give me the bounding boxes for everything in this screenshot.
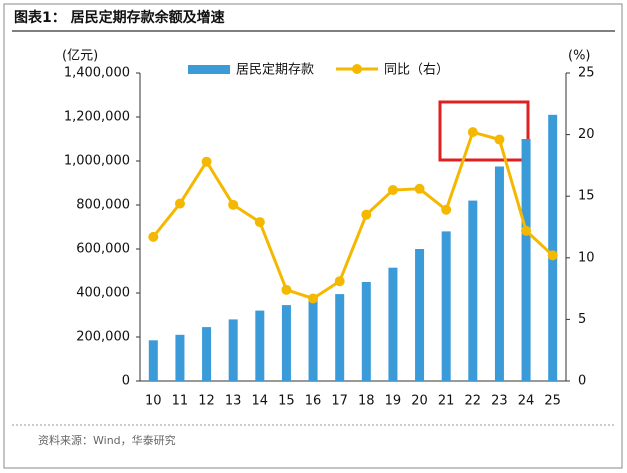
y2-axis-label: (%) [568, 49, 591, 64]
y-axis-label: (亿元) [62, 49, 98, 64]
line-marker [281, 284, 292, 295]
bar [255, 310, 265, 381]
x-tick-label: 13 [225, 394, 242, 409]
x-tick-label: 23 [491, 394, 508, 409]
x-tick-label: 24 [518, 394, 535, 409]
source: 资料来源：Wind，华泰研究 [38, 433, 176, 447]
x-tick-label: 22 [465, 394, 482, 409]
line-marker [334, 276, 345, 287]
line-marker [521, 225, 532, 236]
x-tick-label: 14 [252, 394, 269, 409]
bar [228, 319, 238, 381]
line-marker [387, 185, 398, 196]
line-marker [467, 127, 478, 138]
bar [202, 327, 212, 381]
x-tick-label: 11 [172, 394, 189, 409]
y-tick-label: 800,000 [76, 198, 130, 213]
y2-tick-label: 15 [578, 189, 595, 204]
y-tick-label: 200,000 [76, 330, 130, 345]
x-tick-label: 12 [198, 394, 215, 409]
legend-swatch [352, 64, 362, 74]
bar [468, 200, 478, 381]
bar [361, 282, 371, 381]
bar [148, 340, 158, 381]
line-marker [441, 204, 452, 215]
line-marker [494, 134, 505, 145]
bar [441, 231, 451, 381]
bar [494, 166, 504, 381]
y-tick-label: 600,000 [76, 242, 130, 257]
x-tick-label: 15 [278, 394, 295, 409]
y-tick-label: 1,000,000 [64, 154, 130, 169]
x-tick-label: 16 [305, 394, 322, 409]
y-tick-label: 1,400,000 [64, 66, 130, 81]
frame [3, 3, 623, 469]
line-marker [547, 250, 558, 261]
line-marker [148, 231, 159, 242]
line-marker [201, 156, 212, 167]
legend-label: 居民定期存款 [236, 63, 314, 78]
y2-tick-label: 5 [578, 312, 586, 327]
line-marker [361, 209, 372, 220]
highlight-box [438, 100, 530, 162]
bar [308, 300, 318, 381]
x-tick-label: 20 [411, 394, 428, 409]
x-tick-label: 18 [358, 394, 375, 409]
y2-tick-label: 20 [578, 127, 595, 142]
legend-label: 同比（右） [384, 63, 449, 78]
legend-swatch [188, 65, 230, 74]
bar [281, 305, 291, 381]
bar [335, 294, 345, 381]
x-tick-label: 17 [331, 394, 348, 409]
y2-tick-label: 25 [578, 66, 595, 81]
y-tick-label: 400,000 [76, 286, 130, 301]
line-marker [228, 199, 239, 210]
line [152, 130, 554, 301]
y2-tick-label: 0 [578, 374, 586, 389]
line-marker [174, 198, 185, 209]
y-tick-label: 0 [122, 374, 130, 389]
line-marker [414, 183, 425, 194]
x-tick-label: 21 [438, 394, 455, 409]
bar [521, 139, 531, 381]
chart-title: 图表1： 居民定期存款余额及增速 [14, 9, 225, 26]
line-marker [308, 293, 319, 304]
x-tick-label: 10 [145, 394, 162, 409]
y2-tick-label: 10 [578, 250, 595, 265]
bar [175, 334, 185, 381]
x-tick-label: 19 [385, 394, 402, 409]
y-tick-label: 1,200,000 [64, 110, 130, 125]
bar [548, 114, 558, 382]
x-tick-label: 25 [544, 394, 561, 409]
bar [415, 249, 425, 381]
bar [388, 267, 398, 381]
line-marker [254, 217, 265, 228]
